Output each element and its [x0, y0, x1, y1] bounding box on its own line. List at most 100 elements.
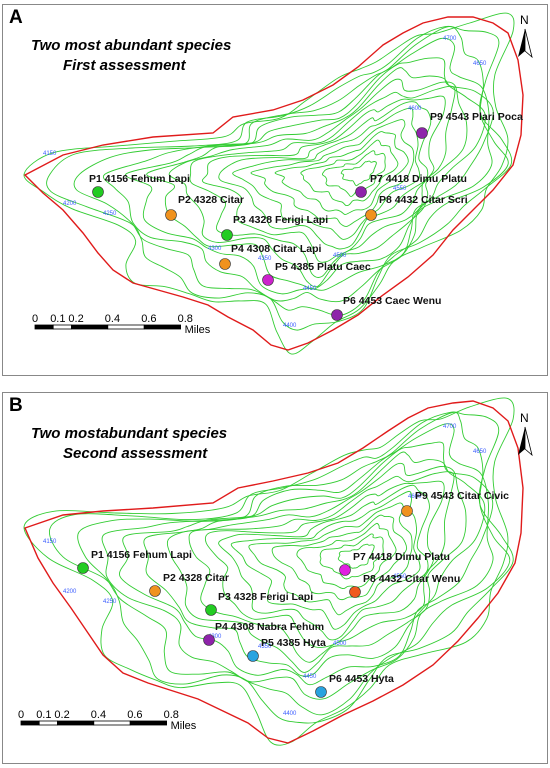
- contour-label: 4150: [43, 539, 57, 545]
- sampling-points: P1 4156 Fehum Lapi P2 4328 Citar P3 4328 F…: [89, 111, 523, 321]
- sample-point-label-p1: P1 4156 Fehum Lapi: [91, 549, 192, 561]
- scale-tick-label: 0.4: [105, 313, 120, 325]
- contour-label: 4350: [258, 256, 272, 262]
- sample-point-label-p3: P3 4328 Ferigi Lapi: [218, 591, 313, 603]
- scale-tick-label: 0.1: [50, 313, 65, 325]
- scale-tick-label: 0.6: [127, 709, 142, 721]
- map-panel-b: 4700 4650 4600 4550 4500 4450 4400 4350 4300 4250…: [2, 392, 548, 764]
- sample-point-marker-p5: [262, 274, 274, 286]
- contour-line: [166, 462, 467, 673]
- sample-point-label-p1: P1 4156 Fehum Lapi: [89, 173, 190, 185]
- map-title-line2: Second assessment: [63, 445, 208, 462]
- contour-label: 4700: [443, 36, 457, 42]
- contour-line: [189, 85, 456, 278]
- scale-tick-label: 0.6: [141, 313, 156, 325]
- contour-line: [143, 451, 486, 677]
- sample-point-marker-p2: [149, 585, 161, 597]
- contour-line: [146, 67, 486, 290]
- contour-line: [125, 57, 494, 295]
- contour-labels: 4700 4650 4600 4550 4500 4450 4400 4350 4300 4250…: [43, 424, 487, 717]
- contour-label: 4450: [303, 286, 317, 292]
- sample-point-label-p9: P9 4543 Plari Poca: [430, 111, 523, 123]
- contour-label: 4400: [283, 323, 297, 329]
- sample-point-label-p7: P7 4418 Dimu Platu: [370, 173, 467, 185]
- map-svg: 4700 4650 4600 4550 4500 4450 4400 4350 4300 4250…: [18, 397, 533, 746]
- contour-line: [201, 95, 446, 263]
- sample-point-marker-p7: [339, 564, 351, 576]
- contour-line: [300, 139, 399, 207]
- sample-point-label-p3: P3 4328 Ferigi Lapi: [233, 214, 328, 226]
- contour-label: 4550: [393, 186, 407, 192]
- study-area-boundary: [24, 400, 524, 744]
- contour-line: [321, 150, 386, 198]
- sample-point-marker-p8: [349, 586, 361, 598]
- contour-line: [337, 543, 375, 569]
- contour-line: [204, 480, 445, 649]
- contour-label: 4250: [103, 211, 117, 217]
- sample-point-marker-p2: [165, 209, 177, 221]
- contour-line: [250, 119, 415, 227]
- contour-line: [271, 514, 408, 601]
- contour-label: 4650: [473, 449, 487, 455]
- scale-tick-label: 0: [18, 709, 24, 721]
- sample-point-marker-p9: [401, 505, 413, 517]
- contour-line: [274, 131, 409, 215]
- contour-label: 4250: [103, 599, 117, 605]
- contour-line: [103, 37, 493, 303]
- contour-labels: 4700 4650 4600 4550 4500 4450 4400 4350 4300 4250…: [43, 36, 487, 329]
- contour-label: 4150: [43, 151, 57, 157]
- contour-label: 4450: [303, 674, 317, 680]
- contour-label: 4550: [393, 574, 407, 580]
- contour-line: [23, 397, 515, 746]
- sample-point-label-p5: P5 4385 Hyta: [261, 637, 326, 649]
- contour-line: [218, 101, 432, 250]
- scale-tick-label: 0.8: [164, 709, 179, 721]
- sample-point-label-p8: P8 4432 Citar Scri: [379, 194, 468, 206]
- contour-line: [230, 490, 421, 630]
- contour-line: [319, 533, 384, 580]
- panel-letter: A: [9, 7, 23, 28]
- north-label: N: [520, 13, 529, 27]
- sample-point-label-p4: P4 4308 Citar Lapi: [231, 243, 322, 255]
- contour-label: 4600: [408, 106, 422, 112]
- sample-point-marker-p8: [365, 209, 377, 221]
- sample-point-label-p5: P5 4385 Platu Caec: [275, 261, 371, 273]
- contour-label: 4400: [283, 711, 297, 717]
- contour-line: [218, 484, 430, 641]
- sample-point-label-p8: P8 4432 Citar Wenu: [363, 573, 460, 585]
- scale-tick-label: 0.1: [36, 709, 51, 721]
- map-title-line1: Two most abundant species: [31, 37, 232, 54]
- sample-point-marker-p4: [203, 634, 215, 646]
- contour-lines: [23, 397, 515, 746]
- sample-point-label-p2: P2 4328 Citar: [163, 572, 229, 584]
- sample-point-marker-p4: [219, 258, 231, 270]
- study-area-boundary: [23, 16, 524, 351]
- map-svg: 4700 4650 4600 4550 4500 4450 4400 4350 4300 4250…: [23, 12, 533, 355]
- sample-point-marker-p5: [247, 650, 259, 662]
- sample-point-marker-p6: [315, 686, 327, 698]
- contour-label: 4300: [208, 634, 222, 640]
- scale-unit-label: Miles: [185, 324, 211, 336]
- sampling-points: P1 4156 Fehum Lapi P2 4328 Citar P3 4328 F…: [77, 490, 509, 698]
- sample-point-marker-p1: [77, 562, 89, 574]
- map-panel-a: 4700 4650 4600 4550 4500 4450 4400 4350 4300 4250…: [2, 4, 548, 376]
- sample-point-label-p9: P9 4543 Citar Civic: [415, 490, 509, 502]
- contour-line: [101, 423, 494, 700]
- north-arrow-icon: [518, 426, 533, 457]
- scale-tick-label: 0.4: [91, 709, 106, 721]
- sample-point-marker-p3: [221, 229, 233, 241]
- contour-line: [46, 25, 513, 331]
- contour-label: 4700: [443, 424, 457, 430]
- contour-line: [49, 411, 514, 724]
- sample-point-marker-p1: [92, 186, 104, 198]
- contour-line: [296, 522, 397, 590]
- contour-line: [248, 502, 413, 616]
- contour-lines: [23, 12, 515, 355]
- contour-label: 4350: [258, 644, 272, 650]
- contour-line: [118, 441, 494, 686]
- scale-tick-label: 0: [32, 313, 38, 325]
- contour-label: 4300: [208, 246, 222, 252]
- sample-point-label-p6: P6 4453 Caec Wenu: [343, 295, 441, 307]
- panel-letter: B: [9, 395, 23, 416]
